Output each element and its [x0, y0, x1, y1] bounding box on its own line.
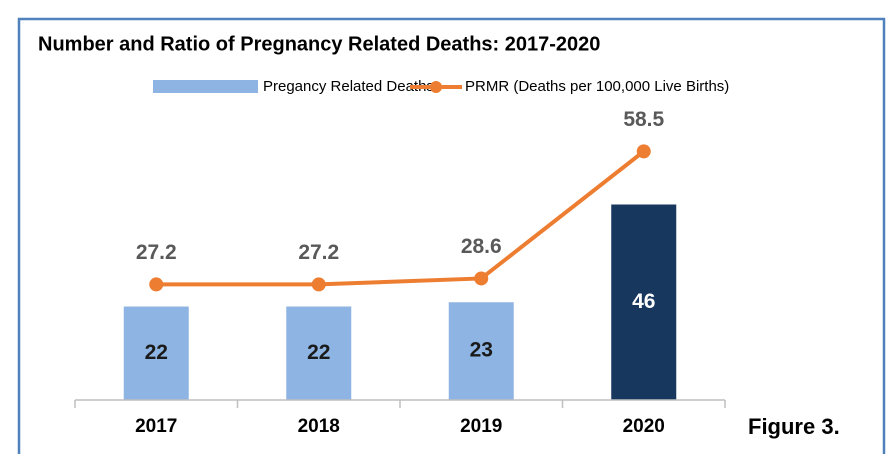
line-marker — [474, 271, 489, 286]
x-tick-label: 2018 — [298, 416, 340, 437]
line-marker — [311, 277, 326, 292]
x-tick-label: 2017 — [135, 416, 177, 437]
legend-label: Pregancy Related Deaths — [263, 78, 434, 95]
line-value-label: 27.2 — [136, 241, 177, 264]
legend-label: PRMR (Deaths per 100,000 Live Births) — [465, 78, 729, 95]
bar-value-label: 22 — [307, 341, 330, 364]
legend-marker — [430, 81, 442, 93]
bar-value-label: 23 — [470, 339, 493, 362]
line-value-label: 28.6 — [461, 235, 502, 258]
chart-title: Number and Ratio of Pregnancy Related De… — [38, 33, 600, 55]
bar — [448, 302, 514, 400]
line-marker — [149, 277, 164, 292]
line-marker — [636, 144, 651, 159]
figure-caption: Figure 3. — [748, 414, 840, 439]
x-tick-label: 2019 — [460, 416, 502, 437]
legend-swatch — [153, 80, 258, 93]
line — [156, 149, 645, 287]
bar — [123, 306, 189, 400]
bar-value-label: 46 — [632, 290, 655, 313]
bar — [286, 306, 352, 400]
bar — [611, 204, 677, 400]
bar-value-label: 22 — [145, 341, 168, 364]
line-value-label: 27.2 — [298, 241, 339, 264]
x-tick-label: 2020 — [623, 416, 665, 437]
line-value-label: 58.5 — [623, 108, 664, 131]
